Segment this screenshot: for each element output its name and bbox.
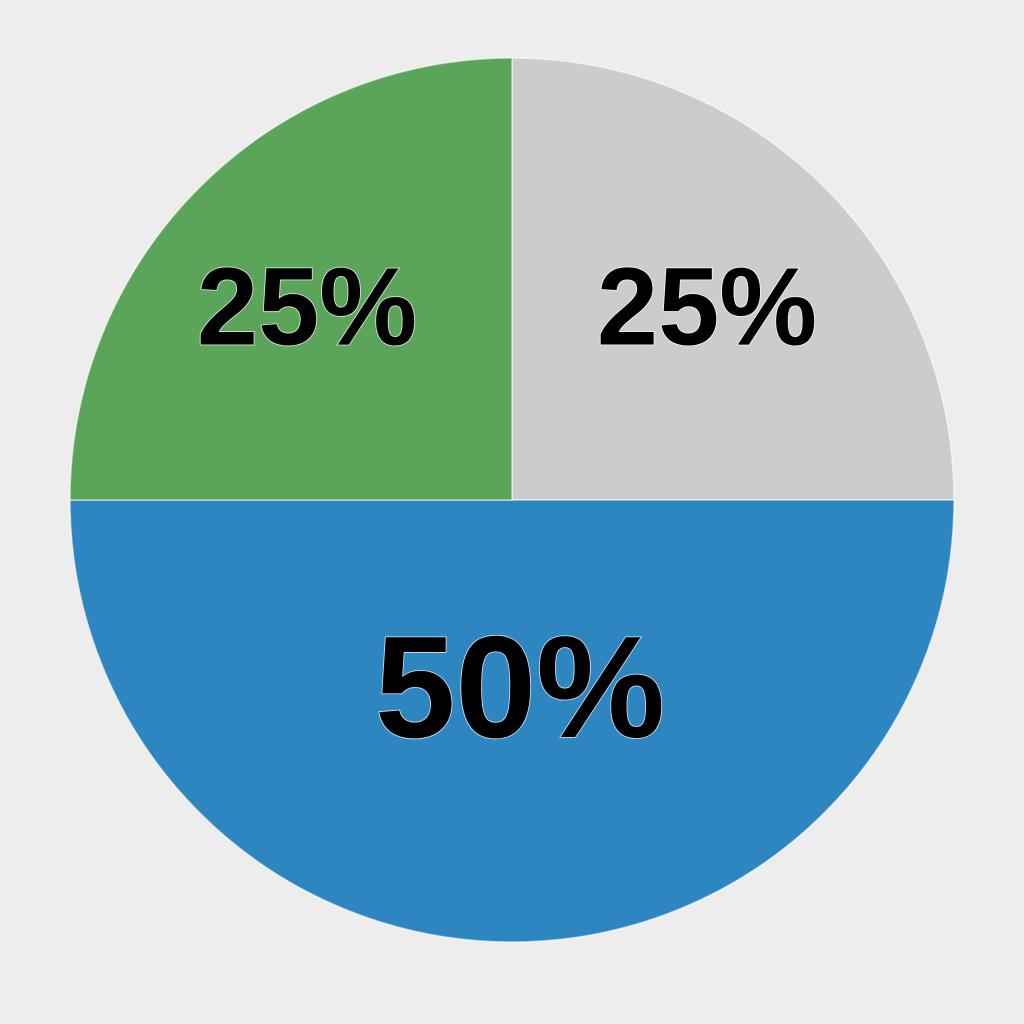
svg-text:25%: 25% [597, 246, 817, 369]
svg-text:50%: 50% [375, 606, 665, 768]
svg-text:25%: 25% [197, 246, 417, 369]
